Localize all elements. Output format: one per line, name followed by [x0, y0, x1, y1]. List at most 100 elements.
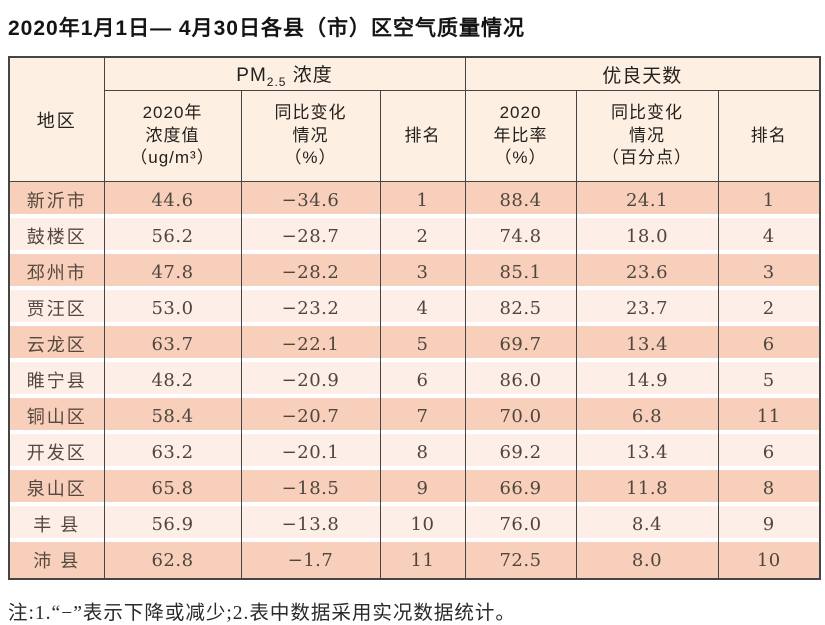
region-cell: 泉山区: [8, 470, 105, 506]
days-change-cell: 13.4: [575, 434, 719, 470]
pm-value-cell: 53.0: [103, 290, 242, 326]
region-cell: 贾汪区: [8, 290, 105, 326]
pm-rank-cell: 8: [379, 434, 466, 470]
pm-rank-cell: 10: [379, 506, 466, 542]
days-rank-cell: 3: [717, 254, 821, 290]
pm-rank-cell: 5: [379, 326, 466, 362]
days-ratio-cell: 72.5: [464, 542, 577, 579]
days-ratio-cell: 86.0: [464, 362, 577, 398]
days-change-cell: 23.6: [575, 254, 719, 290]
header-region: 地区: [8, 56, 105, 182]
table-row: 贾汪区 53.0 −23.2 4 82.5 23.7 2: [8, 290, 821, 326]
table-row: 鼓楼区 56.2 −28.7 2 74.8 18.0 4: [8, 218, 821, 254]
pm-rank-cell: 6: [379, 362, 466, 398]
days-change-cell: 18.0: [575, 218, 719, 254]
days-rank-cell: 6: [717, 326, 821, 362]
table-row: 邳州市 47.8 −28.2 3 85.1 23.6 3: [8, 254, 821, 290]
pm25-label-prefix: PM: [236, 64, 267, 86]
days-rank-cell: 4: [717, 218, 821, 254]
region-cell: 开发区: [8, 434, 105, 470]
days-change-cell: 8.0: [575, 542, 719, 579]
days-change-cell: 8.4: [575, 506, 719, 542]
days-ratio-cell: 69.2: [464, 434, 577, 470]
pm-value-cell: 56.9: [103, 506, 242, 542]
days-ratio-cell: 76.0: [464, 506, 577, 542]
subheader-pm-rank: 排名: [379, 90, 466, 182]
pm-value-cell: 58.4: [103, 398, 242, 434]
pm-value-cell: 48.2: [103, 362, 242, 398]
header-sub-row: 2020年 浓度值 （ug/m³） 同比变化 情况 （%） 排名 2020 年比…: [9, 90, 821, 182]
pm-rank-cell: 7: [379, 398, 466, 434]
table-header: 地区 PM2.5 浓度 优良天数 2020年 浓度值 （ug/m³） 同比变化 …: [8, 56, 821, 182]
subheader-pm-value: 2020年 浓度值 （ug/m³）: [103, 90, 242, 182]
region-cell: 云龙区: [8, 326, 105, 362]
region-cell: 沛 县: [8, 542, 105, 579]
days-rank-cell: 8: [717, 470, 821, 506]
days-ratio-cell: 70.0: [464, 398, 577, 434]
table-row: 丰 县 56.9 −13.8 10 76.0 8.4 9: [8, 506, 821, 542]
pm-rank-cell: 11: [379, 542, 466, 579]
pm-value-cell: 47.8: [103, 254, 242, 290]
region-cell: 睢宁县: [8, 362, 105, 398]
region-cell: 鼓楼区: [8, 218, 105, 254]
pm-change-cell: −34.6: [240, 181, 381, 218]
days-change-cell: 13.4: [575, 326, 719, 362]
pm-change-cell: −13.8: [240, 506, 381, 542]
header-group-row: 地区 PM2.5 浓度 优良天数: [8, 56, 821, 182]
table-row: 睢宁县 48.2 −20.9 6 86.0 14.9 5: [8, 362, 821, 398]
subheader-days-change: 同比变化 情况 （百分点）: [575, 90, 719, 182]
subheader-days-ratio: 2020 年比率 （%）: [464, 90, 577, 182]
table-row: 云龙区 63.7 −22.1 5 69.7 13.4 6: [8, 326, 821, 362]
pm-change-cell: −28.7: [240, 218, 381, 254]
days-ratio-cell: 74.8: [464, 218, 577, 254]
pm-rank-cell: 9: [379, 470, 466, 506]
days-rank-cell: 2: [717, 290, 821, 326]
table-body: 新沂市 44.6 −34.6 1 88.4 24.1 1 鼓楼区 56.2 −2…: [8, 181, 821, 579]
table-row: 开发区 63.2 −20.1 8 69.2 13.4 6: [8, 434, 821, 470]
days-rank-cell: 5: [717, 362, 821, 398]
pm-change-cell: −18.5: [240, 470, 381, 506]
region-cell: 新沂市: [8, 181, 105, 218]
pm-value-cell: 63.2: [103, 434, 242, 470]
region-cell: 丰 县: [8, 506, 105, 542]
table-row: 沛 县 62.8 −1.7 11 72.5 8.0 10: [8, 542, 821, 579]
pm-value-cell: 62.8: [103, 542, 242, 579]
pm-change-cell: −20.7: [240, 398, 381, 434]
footnote: 注:1.“−”表示下降或减少;2.表中数据采用实况数据统计。: [8, 603, 516, 624]
pm-change-cell: −20.1: [240, 434, 381, 470]
days-rank-cell: 9: [717, 506, 821, 542]
days-change-cell: 6.8: [575, 398, 719, 434]
header-group-good-days: 优良天数: [464, 56, 821, 91]
subheader-days-rank: 排名: [717, 90, 821, 182]
air-quality-table: 地区 PM2.5 浓度 优良天数 2020年 浓度值 （ug/m³） 同比变化 …: [8, 56, 822, 580]
days-change-cell: 24.1: [575, 181, 719, 218]
days-change-cell: 14.9: [575, 362, 719, 398]
region-cell: 邳州市: [8, 254, 105, 290]
days-ratio-cell: 66.9: [464, 470, 577, 506]
pm-value-cell: 63.7: [103, 326, 242, 362]
days-rank-cell: 11: [717, 398, 821, 434]
pm-value-cell: 65.8: [103, 470, 242, 506]
days-change-cell: 23.7: [575, 290, 719, 326]
pm-change-cell: −23.2: [240, 290, 381, 326]
header-group-pm25: PM2.5 浓度: [103, 56, 466, 91]
days-change-cell: 11.8: [575, 470, 719, 506]
table-row: 铜山区 58.4 −20.7 7 70.0 6.8 11: [8, 398, 821, 434]
table-row: 泉山区 65.8 −18.5 9 66.9 11.8 8: [8, 470, 821, 506]
days-rank-cell: 6: [717, 434, 821, 470]
pm-rank-cell: 1: [379, 181, 466, 218]
pm-rank-cell: 3: [379, 254, 466, 290]
page-title: 2020年1月1日— 4月30日各县（市）区空气质量情况: [8, 17, 525, 40]
pm-value-cell: 44.6: [103, 181, 242, 218]
days-ratio-cell: 82.5: [464, 290, 577, 326]
pm-change-cell: −28.2: [240, 254, 381, 290]
pm25-label-subscript: 2.5: [266, 74, 287, 89]
region-cell: 铜山区: [8, 398, 105, 434]
subheader-pm-change: 同比变化 情况 （%）: [240, 90, 381, 182]
days-rank-cell: 1: [717, 181, 821, 218]
pm-change-cell: −22.1: [240, 326, 381, 362]
pm-value-cell: 56.2: [103, 218, 242, 254]
pm-change-cell: −1.7: [240, 542, 381, 579]
pm25-label-suffix: 浓度: [286, 64, 333, 86]
